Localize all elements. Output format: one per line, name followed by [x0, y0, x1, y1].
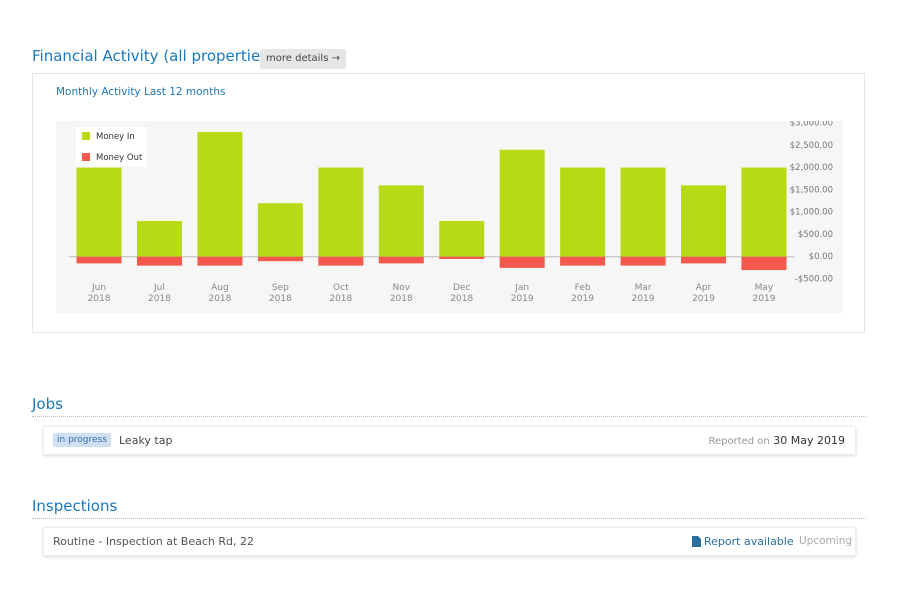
y-tick-label: $0.00 — [809, 252, 833, 262]
bar — [318, 256, 364, 266]
y-tick-label: -$500.00 — [795, 275, 833, 285]
job-card[interactable]: in progress Leaky tap Reported on 30 May… — [43, 426, 856, 455]
reported-label: Reported on — [708, 436, 770, 447]
x-tick-label: Feb 2019 — [571, 283, 595, 304]
inspection-status: Upcoming — [799, 535, 853, 547]
inspection-card[interactable]: Routine - Inspection at Beach Rd, 22 Rep… — [43, 527, 856, 556]
x-tick-label: Apr 2019 — [692, 283, 715, 304]
section-title: Financial Activity (all properties) — [32, 47, 274, 65]
chart-title: Monthly Activity Last 12 months — [56, 86, 226, 98]
bar — [560, 167, 606, 257]
bar — [741, 256, 787, 271]
legend-item: Money In — [82, 132, 135, 142]
bar — [257, 256, 303, 262]
bar — [499, 256, 545, 268]
y-tick-label: $500.00 — [798, 230, 833, 240]
bar — [136, 256, 182, 266]
chart: -$500.00 $0.00 $500.00 $1,000.00 $1,500.00 $2… — [68, 119, 837, 285]
bar — [197, 131, 243, 257]
y-tick-label: $2,500.00 — [790, 141, 833, 151]
x-tick-label: Mar 2019 — [631, 283, 655, 304]
section-title: Jobs — [32, 395, 63, 413]
bar — [76, 256, 122, 264]
section-title: Inspections — [32, 497, 118, 515]
bar — [378, 185, 424, 257]
bar — [681, 256, 727, 264]
bar — [439, 256, 485, 259]
bar — [741, 167, 787, 257]
job-name: Leaky tap — [119, 434, 173, 447]
chart-area: -$500.00 $0.00 $500.00 $1,000.00 $1,500.00 $2… — [56, 119, 843, 313]
legend-label: Money Out — [96, 153, 143, 163]
bar — [620, 256, 666, 266]
bar — [378, 256, 424, 264]
more-details-button[interactable]: more details → — [260, 49, 346, 69]
bar — [560, 256, 606, 266]
x-tick-label: Jul 2018 — [148, 283, 171, 304]
bar — [257, 203, 303, 257]
reported-date: 30 May 2019 — [773, 434, 845, 447]
reported: Reported on 30 May 2019 — [708, 434, 845, 447]
bar — [499, 149, 545, 257]
y-tick-label: $3,000.00 — [790, 121, 833, 129]
bar — [439, 221, 485, 257]
x-tick-label: Jun 2018 — [87, 283, 111, 304]
divider — [32, 416, 866, 417]
divider — [32, 518, 866, 519]
y-tick-label: $1,500.00 — [790, 185, 833, 195]
x-tick-label: May 2019 — [752, 283, 776, 304]
report-link[interactable]: Report available — [704, 535, 794, 548]
inspection-name: Routine - Inspection at Beach Rd, 22 — [53, 535, 254, 548]
bar — [76, 167, 122, 257]
legend-swatch — [82, 132, 90, 140]
y-tick-label: $1,000.00 — [790, 208, 833, 218]
x-tick-label: Sep 2018 — [268, 283, 292, 304]
x-tick-label: Oct 2018 — [329, 283, 353, 304]
x-tick-label: Aug 2018 — [208, 283, 232, 304]
bar — [681, 185, 727, 257]
y-tick-label: $2,000.00 — [790, 163, 833, 173]
bar — [197, 256, 243, 266]
chart-panel — [32, 73, 865, 333]
legend-swatch — [82, 153, 90, 161]
legend: Money In Money Out — [76, 127, 146, 167]
bar — [318, 167, 364, 257]
legend-item: Money Out — [82, 153, 142, 163]
legend-label: Money In — [96, 132, 135, 142]
document-icon — [692, 536, 701, 547]
x-tick-label: Jan 2019 — [510, 283, 534, 304]
x-tick-label: Dec 2018 — [450, 283, 474, 304]
bar — [620, 167, 666, 257]
status-badge: in progress — [53, 433, 111, 447]
x-tick-label: Nov 2018 — [389, 283, 413, 304]
bar — [136, 221, 182, 257]
